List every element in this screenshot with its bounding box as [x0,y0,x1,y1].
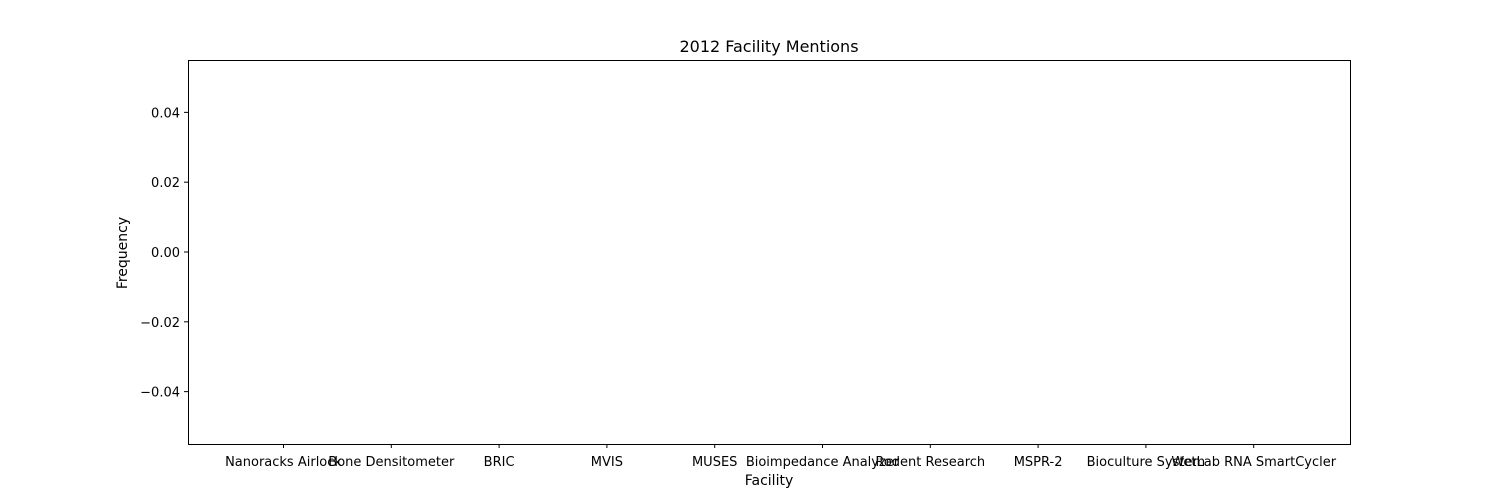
x-tick-label: MSPR-2 [1014,455,1063,470]
x-tick-label: MVIS [591,455,623,470]
plot-frame [188,60,1351,445]
x-tick-label: BRIC [484,455,515,470]
y-axis-label: Frequency [115,217,131,289]
y-tick-label: 0.02 [151,176,180,191]
y-tick-label: −0.04 [140,386,180,401]
y-tick-label: 0.04 [151,106,180,121]
x-tick-label: WetLab RNA SmartCycler [1171,455,1336,470]
x-tick-label: Rodent Research [875,455,985,470]
x-tick-label: MUSES [692,455,737,470]
x-axis-label: Facility [745,473,794,489]
y-axis: 0.04 0.02 0.00 −0.02 −0.04 [140,106,188,401]
x-tick-label: Bone Densitometer [328,455,455,470]
x-tick-label: Nanoracks Airlock [225,455,342,470]
chart-title: 2012 Facility Mentions [679,37,858,56]
x-tick-label: Bioimpedance Analyzer [746,455,900,470]
y-tick-label: 0.00 [151,246,180,261]
y-tick-label: −0.02 [140,316,180,331]
x-tick-label: Bioculture System [1087,455,1206,470]
